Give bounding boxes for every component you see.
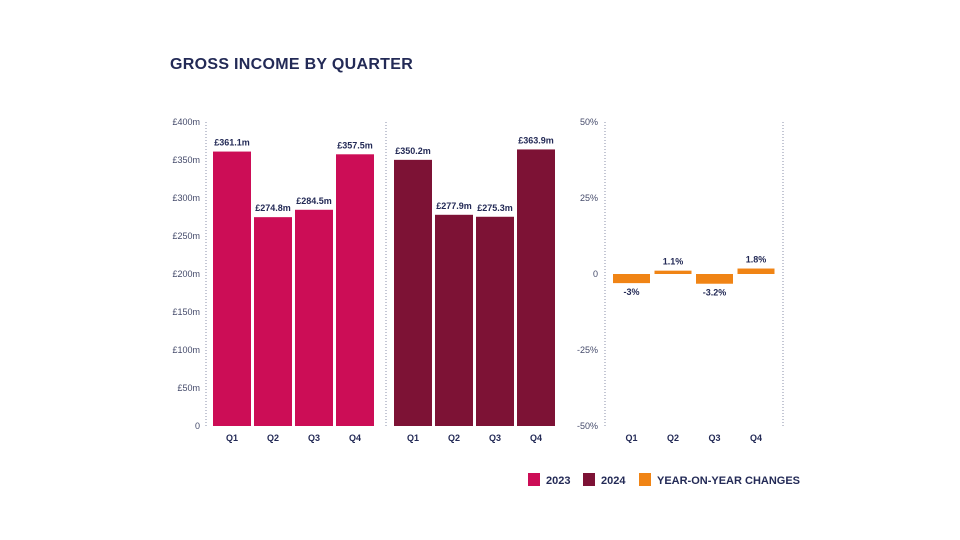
yoy-bar-q4 — [737, 268, 775, 274]
bar-value-label: £275.3m — [477, 203, 513, 213]
y-tick-label: £150m — [172, 307, 200, 317]
bar-2024-q2 — [435, 214, 473, 426]
x-tick-label: Q2 — [267, 433, 279, 443]
y-tick-label: 0 — [195, 421, 200, 431]
bar-value-label: £350.2m — [395, 146, 431, 156]
legend-label: YEAR-ON-YEAR CHANGES — [657, 475, 800, 487]
y-tick-label: -25% — [577, 345, 598, 355]
x-tick-label: Q1 — [625, 433, 637, 443]
bar-2023-q4 — [336, 154, 374, 427]
y-tick-label: 25% — [580, 193, 598, 203]
legend-label: 2023 — [546, 475, 570, 487]
yoy-value-label: 1.1% — [663, 257, 684, 267]
income-panel: 0 £50m £100m £150m £200m £250m £300m £350m £400m… — [172, 117, 555, 443]
x-tick-label: Q2 — [667, 433, 679, 443]
yoy-bar-q3 — [696, 274, 733, 284]
x-tick-label: Q3 — [708, 433, 720, 443]
legend: 2023 2024 YEAR-ON-YEAR CHANGES — [528, 473, 800, 487]
y-tick-label: £400m — [172, 117, 200, 127]
bar-2024-q1 — [394, 159, 432, 426]
bar-value-label: £274.8m — [255, 203, 291, 213]
yoy-value-label: -3% — [623, 287, 639, 297]
yoy-value-label: 1.8% — [746, 255, 767, 265]
legend-swatch — [583, 473, 595, 486]
y-tick-label: -50% — [577, 421, 598, 431]
legend-swatch — [639, 473, 651, 486]
y-tick-label: £50m — [177, 383, 200, 393]
x-tick-label: Q4 — [349, 433, 361, 443]
y-tick-label: 50% — [580, 117, 598, 127]
bar-2023-q3 — [295, 209, 333, 426]
bar-value-label: £284.5m — [296, 196, 332, 206]
y-tick-label: £100m — [172, 345, 200, 355]
bar-2023-q2 — [254, 217, 292, 426]
legend-swatch — [528, 473, 540, 486]
yoy-value-label: -3.2% — [703, 288, 727, 298]
x-tick-label: Q2 — [448, 433, 460, 443]
y-tick-label: 0 — [593, 269, 598, 279]
bar-2024-q4 — [517, 149, 555, 426]
chart-title: GROSS INCOME BY QUARTER — [170, 56, 413, 73]
bar-value-label: £357.5m — [337, 140, 373, 150]
x-tick-label: Q3 — [308, 433, 320, 443]
x-tick-label: Q4 — [530, 433, 542, 443]
legend-label: 2024 — [601, 475, 626, 487]
yoy-panel: -50% -25% 0 25% 50% -3% Q1 1.1% Q2 -3.2% Q3 1.8% Q4 — [577, 117, 784, 443]
x-tick-label: Q1 — [407, 433, 419, 443]
x-tick-label: Q1 — [226, 433, 238, 443]
y-tick-label: £350m — [172, 155, 200, 165]
y-tick-label: £250m — [172, 231, 200, 241]
yoy-bar-q1 — [613, 274, 650, 284]
bar-value-label: £277.9m — [436, 201, 472, 211]
bar-value-label: £363.9m — [518, 135, 554, 145]
y-tick-label: £200m — [172, 269, 200, 279]
y-tick-label: £300m — [172, 193, 200, 203]
x-tick-label: Q3 — [489, 433, 501, 443]
bar-2024-q3 — [476, 216, 514, 426]
x-tick-label: Q4 — [750, 433, 762, 443]
bar-value-label: £361.1m — [214, 138, 250, 148]
yoy-bar-q2 — [654, 270, 692, 274]
bar-2023-q1 — [213, 151, 251, 426]
